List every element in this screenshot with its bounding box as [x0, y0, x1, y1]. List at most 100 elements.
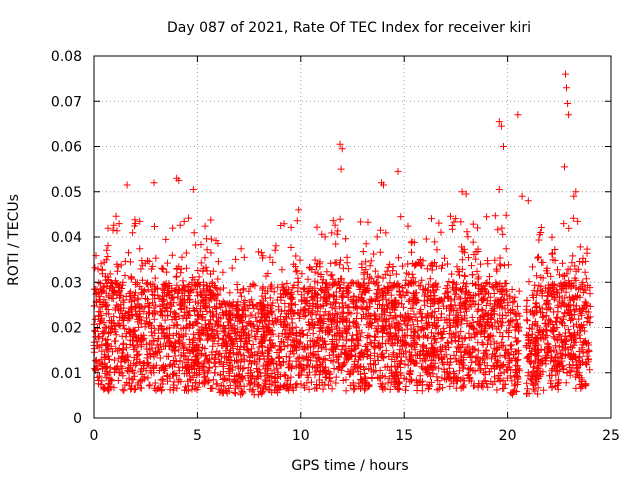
data-point	[140, 287, 148, 295]
data-point	[583, 318, 591, 325]
data-point	[537, 370, 545, 378]
data-point	[434, 377, 442, 385]
data-point	[409, 304, 417, 312]
data-point	[390, 304, 398, 312]
data-point	[428, 215, 435, 223]
data-point	[114, 263, 122, 271]
data-point	[474, 353, 482, 361]
data-point	[459, 285, 466, 293]
data-point	[441, 368, 449, 376]
data-point	[388, 369, 395, 377]
data-point	[553, 363, 561, 371]
data-point	[416, 308, 424, 316]
data-point	[501, 305, 509, 313]
data-point	[261, 312, 269, 320]
data-point	[326, 310, 334, 318]
data-point	[335, 359, 342, 367]
data-point	[562, 379, 570, 387]
data-point	[334, 311, 341, 319]
data-point	[233, 378, 241, 386]
data-point	[493, 296, 501, 304]
data-point	[185, 288, 193, 296]
data-point	[570, 322, 577, 330]
data-point	[201, 345, 209, 353]
data-point	[246, 302, 254, 309]
data-point	[113, 227, 121, 235]
data-point	[359, 280, 367, 288]
data-point	[551, 294, 559, 301]
data-point	[124, 357, 132, 365]
data-point	[361, 385, 369, 393]
data-point	[132, 281, 140, 288]
data-point	[237, 364, 244, 372]
data-point	[288, 364, 296, 372]
data-point	[331, 221, 339, 229]
y-tick-label: 0.06	[51, 140, 82, 156]
data-point	[507, 389, 515, 397]
data-point	[503, 291, 511, 299]
data-point	[472, 357, 480, 365]
data-point	[487, 316, 495, 323]
data-point	[195, 344, 203, 352]
data-point	[360, 363, 368, 371]
data-point	[286, 348, 294, 356]
data-point	[494, 301, 502, 309]
data-point	[424, 333, 432, 341]
data-point	[467, 364, 474, 372]
data-point	[387, 363, 395, 371]
data-point	[287, 223, 295, 231]
data-point	[122, 333, 130, 341]
data-point	[474, 347, 482, 355]
data-point	[463, 349, 471, 357]
data-point	[374, 281, 382, 289]
data-point	[245, 318, 253, 326]
data-point	[531, 351, 539, 359]
data-point	[196, 335, 203, 343]
data-point	[123, 344, 130, 352]
data-point	[433, 350, 441, 358]
data-point	[379, 384, 386, 392]
data-point	[501, 287, 509, 295]
data-point	[165, 324, 173, 332]
data-point	[451, 337, 459, 344]
data-point	[221, 299, 229, 307]
data-point	[468, 358, 476, 366]
data-point	[177, 325, 185, 333]
data-point	[355, 296, 363, 304]
data-point	[115, 354, 123, 362]
data-point	[285, 364, 292, 372]
data-point	[500, 384, 508, 392]
data-point	[491, 365, 498, 373]
data-point	[216, 370, 224, 378]
data-point	[547, 326, 555, 334]
data-point	[461, 249, 469, 257]
data-point	[151, 329, 159, 337]
data-point	[569, 301, 577, 309]
data-point	[419, 347, 427, 355]
data-point	[371, 267, 379, 275]
data-point	[475, 318, 483, 326]
data-point	[362, 346, 370, 354]
data-point	[440, 360, 448, 368]
data-point	[300, 382, 308, 390]
data-point	[537, 282, 545, 290]
data-point	[163, 268, 171, 276]
data-point	[549, 284, 557, 292]
data-point	[162, 304, 170, 312]
data-point	[136, 384, 144, 392]
data-point	[404, 361, 412, 369]
data-point	[408, 248, 415, 256]
data-point	[264, 324, 272, 332]
data-point	[441, 316, 449, 324]
data-point	[368, 319, 376, 327]
data-point	[166, 361, 174, 369]
data-point	[118, 316, 126, 324]
data-point	[453, 263, 461, 271]
data-point	[302, 311, 310, 319]
data-point	[460, 279, 468, 287]
x-axis-label: GPS time / hours	[291, 458, 408, 474]
data-point	[92, 333, 99, 341]
data-point	[143, 354, 151, 362]
data-point	[97, 317, 104, 325]
data-point	[214, 330, 222, 338]
